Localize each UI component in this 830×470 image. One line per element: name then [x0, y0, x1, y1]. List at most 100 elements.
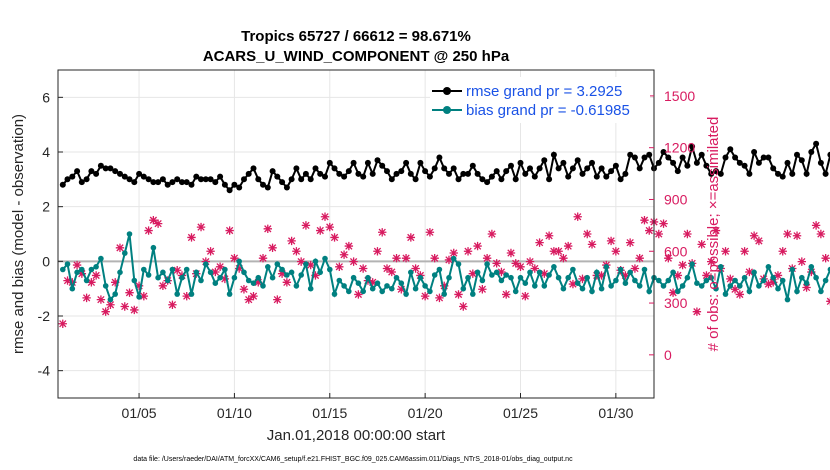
- rmse-point: [794, 151, 800, 158]
- data-file-footer: data file: /Users/raeder/DAI/ATM_forcXX/…: [133, 456, 573, 463]
- rmse-point: [121, 173, 128, 180]
- rmse-point: [684, 162, 691, 169]
- rmse-point: [384, 168, 390, 175]
- bias-point: [79, 266, 85, 273]
- rmse-point: [374, 157, 381, 164]
- bias-point: [718, 264, 724, 270]
- rmse-point: [484, 179, 491, 186]
- bias-point: [784, 296, 791, 303]
- obs-count-marker: [673, 271, 683, 280]
- obs-count-marker: [487, 229, 497, 239]
- bias-point: [703, 277, 710, 284]
- bias-point: [350, 274, 357, 281]
- rmse-point: [641, 154, 648, 161]
- rmse-point: [174, 176, 181, 183]
- obs-count-marker: [506, 248, 516, 258]
- obs-count-marker: [144, 226, 153, 235]
- bias-point: [512, 288, 519, 295]
- bias-point: [665, 277, 672, 284]
- obs-count-marker: [325, 222, 334, 232]
- bias-point: [69, 285, 76, 292]
- obs-count-marker: [568, 279, 578, 289]
- bias-point: [560, 285, 567, 292]
- obs-count-marker: [120, 302, 129, 311]
- rmse-point: [579, 170, 586, 177]
- bias-point: [574, 280, 581, 287]
- bias-point: [751, 269, 757, 276]
- bias-point: [169, 266, 176, 273]
- rmse-point: [779, 173, 786, 180]
- obs-count-marker: [540, 269, 549, 278]
- rmse-point: [498, 176, 505, 183]
- bias-point: [341, 283, 347, 289]
- bias-point: [245, 277, 252, 284]
- bias-point: [446, 274, 452, 281]
- rmse-point: [183, 179, 190, 186]
- bias-point: [384, 283, 390, 289]
- rmse-point: [736, 159, 743, 166]
- rmse-point: [460, 170, 467, 177]
- obs-count-marker: [625, 238, 635, 247]
- rmse-point: [822, 170, 829, 177]
- obs-count-marker: [277, 269, 287, 278]
- obs-count-marker: [392, 253, 401, 263]
- bias-point: [231, 274, 238, 281]
- legend: rmse grand pr = 3.2925 bias grand pr = -…: [430, 77, 650, 123]
- bias-point: [527, 269, 533, 276]
- bias-point: [217, 274, 223, 281]
- bias-point: [360, 288, 367, 295]
- rmse-point: [159, 176, 166, 183]
- rmse-point: [603, 173, 610, 180]
- rmse-point: [612, 162, 619, 169]
- bias-point: [465, 274, 471, 281]
- obs-count-marker: [640, 215, 649, 225]
- obs-count-marker: [239, 285, 249, 294]
- rmse-point: [312, 165, 319, 172]
- rmse-point: [617, 176, 624, 183]
- rmse-point: [803, 170, 810, 177]
- bias-point: [284, 272, 290, 278]
- rmse-point: [469, 162, 476, 169]
- obs-count-marker: [130, 305, 139, 315]
- bias-point: [775, 285, 781, 292]
- obs-count-marker: [797, 257, 807, 266]
- bias-point: [803, 280, 810, 287]
- rmse-point: [717, 170, 724, 177]
- obs-count-marker: [773, 271, 783, 280]
- bias-point: [145, 272, 152, 278]
- rmse-point: [293, 165, 300, 172]
- rmse-point: [155, 179, 162, 186]
- rmse-point: [207, 176, 214, 183]
- rmse-point: [412, 176, 419, 183]
- rmse-point: [188, 181, 195, 188]
- y2-tick-label: 600: [664, 243, 688, 259]
- rmse-point: [517, 159, 524, 166]
- obs-count-marker: [702, 271, 711, 280]
- obs-count-marker: [678, 260, 687, 270]
- rmse-point: [698, 151, 705, 158]
- rmse-point: [264, 184, 271, 191]
- obs-count-marker: [182, 291, 191, 301]
- rmse-point: [813, 140, 820, 147]
- bias-point: [517, 274, 524, 281]
- rmse-point: [102, 165, 109, 172]
- x-tick-label: 01/05: [122, 405, 157, 421]
- rmse-point: [441, 165, 448, 172]
- rmse-point: [541, 157, 548, 164]
- y2-tick-label: 900: [664, 191, 688, 207]
- bias-point: [241, 269, 247, 276]
- rmse-point: [479, 176, 486, 183]
- bias-point: [541, 283, 548, 289]
- bias-point: [126, 231, 133, 237]
- bias-point: [441, 291, 448, 297]
- rmse-point: [202, 176, 209, 183]
- bias-point: [260, 283, 266, 289]
- obs-count-marker: [745, 267, 754, 277]
- obs-count-marker: [111, 278, 120, 287]
- rmse-point: [78, 179, 85, 186]
- bias-point: [274, 261, 281, 267]
- obs-count-marker: [196, 222, 206, 232]
- obs-count-marker: [316, 226, 325, 235]
- rmse-point: [136, 170, 143, 177]
- obs-count-marker: [549, 247, 559, 256]
